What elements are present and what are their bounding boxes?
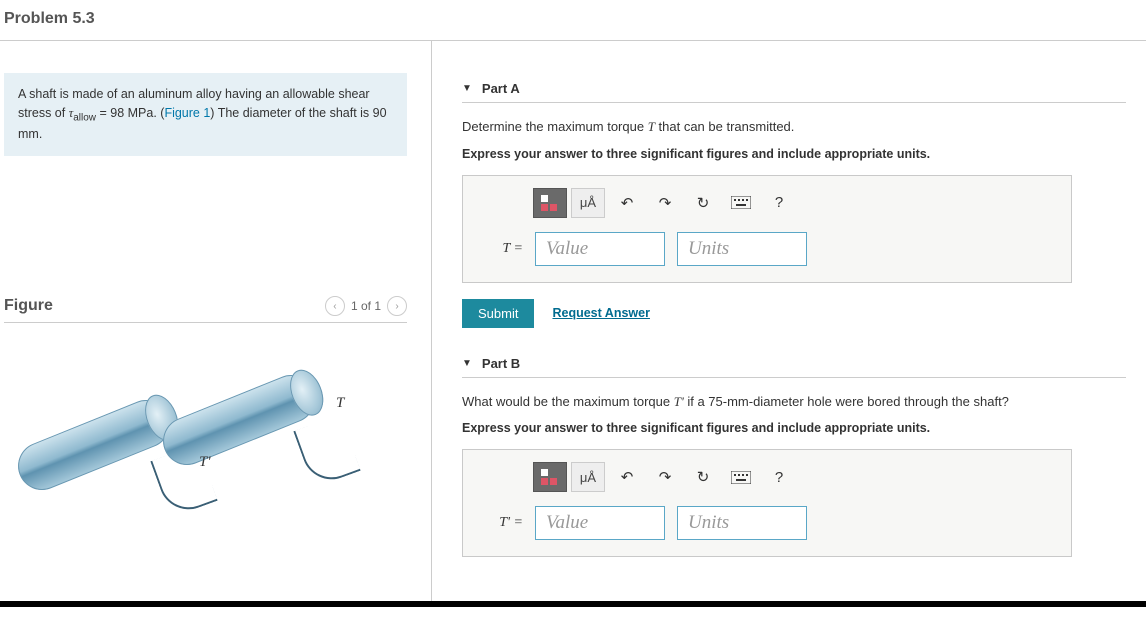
- keyboard-icon: [731, 471, 751, 484]
- part-a-var-label: T =: [493, 241, 523, 257]
- part-b-var-label: T' =: [493, 515, 523, 531]
- figure-link[interactable]: Figure 1: [164, 106, 210, 120]
- part-b-question: What would be the maximum torque T' if a…: [462, 392, 1126, 412]
- reset-button[interactable]: ↻: [687, 462, 719, 492]
- template-icon: [540, 194, 560, 212]
- problem-header: Problem 5.3: [0, 0, 1146, 41]
- symbols-tool-button[interactable]: μÅ: [571, 462, 605, 492]
- part-b-units-input[interactable]: Units: [677, 506, 807, 540]
- right-column: ▼ Part A Determine the maximum torque T …: [432, 41, 1146, 601]
- part-a-instruction: Express your answer to three significant…: [462, 147, 1126, 161]
- symbols-tool-button[interactable]: μÅ: [571, 188, 605, 218]
- part-a-answer-box: μÅ ↶ ↷ ↻ ? T = Value Units: [462, 175, 1072, 283]
- template-tool-button[interactable]: [533, 462, 567, 492]
- undo-button[interactable]: ↶: [611, 188, 643, 218]
- part-a-header[interactable]: ▼ Part A: [462, 81, 1126, 103]
- figure-heading: Figure: [4, 297, 53, 315]
- help-button[interactable]: ?: [763, 462, 795, 492]
- part-a-question: Determine the maximum torque T that can …: [462, 117, 1126, 137]
- problem-title: Problem 5.3: [4, 10, 1142, 28]
- part-a-submit-row: Submit Request Answer: [462, 299, 1126, 328]
- bottom-bar: [0, 601, 1146, 607]
- figure-prev-button[interactable]: ‹: [325, 296, 345, 316]
- help-button[interactable]: ?: [763, 188, 795, 218]
- part-b-title: Part B: [482, 356, 520, 371]
- template-icon: [540, 468, 560, 486]
- figure-nav-label: 1 of 1: [351, 299, 381, 313]
- figure-nav: ‹ 1 of 1 ›: [325, 296, 407, 316]
- caret-down-icon: ▼: [462, 83, 472, 94]
- redo-button[interactable]: ↷: [649, 462, 681, 492]
- figure-image: T' T: [4, 341, 364, 511]
- part-b-input-row: T' = Value Units: [493, 506, 1041, 540]
- request-answer-link[interactable]: Request Answer: [552, 306, 649, 320]
- part-a-toolbar: μÅ ↶ ↷ ↻ ?: [533, 188, 1041, 218]
- part-b: ▼ Part B What would be the maximum torqu…: [462, 356, 1126, 558]
- part-b-instruction: Express your answer to three significant…: [462, 421, 1126, 435]
- part-a-units-input[interactable]: Units: [677, 232, 807, 266]
- left-column: A shaft is made of an aluminum alloy hav…: [0, 41, 432, 601]
- redo-button[interactable]: ↷: [649, 188, 681, 218]
- part-b-value-input[interactable]: Value: [535, 506, 665, 540]
- part-a: ▼ Part A Determine the maximum torque T …: [462, 81, 1126, 328]
- figure-next-button[interactable]: ›: [387, 296, 407, 316]
- keyboard-button[interactable]: [725, 188, 757, 218]
- keyboard-button[interactable]: [725, 462, 757, 492]
- problem-statement: A shaft is made of an aluminum alloy hav…: [4, 73, 407, 156]
- reset-button[interactable]: ↻: [687, 188, 719, 218]
- part-a-title: Part A: [482, 81, 520, 96]
- part-b-header[interactable]: ▼ Part B: [462, 356, 1126, 378]
- part-a-value-input[interactable]: Value: [535, 232, 665, 266]
- part-b-answer-box: μÅ ↶ ↷ ↻ ? T' = Value Units: [462, 449, 1072, 557]
- figure-label-t-prime: T': [199, 454, 211, 471]
- figure-header: Figure ‹ 1 of 1 ›: [4, 296, 407, 323]
- template-tool-button[interactable]: [533, 188, 567, 218]
- figure-label-t: T: [336, 395, 344, 412]
- submit-button[interactable]: Submit: [462, 299, 534, 328]
- part-a-input-row: T = Value Units: [493, 232, 1041, 266]
- part-b-toolbar: μÅ ↶ ↷ ↻ ?: [533, 462, 1041, 492]
- keyboard-icon: [731, 196, 751, 209]
- caret-down-icon: ▼: [462, 358, 472, 369]
- undo-button[interactable]: ↶: [611, 462, 643, 492]
